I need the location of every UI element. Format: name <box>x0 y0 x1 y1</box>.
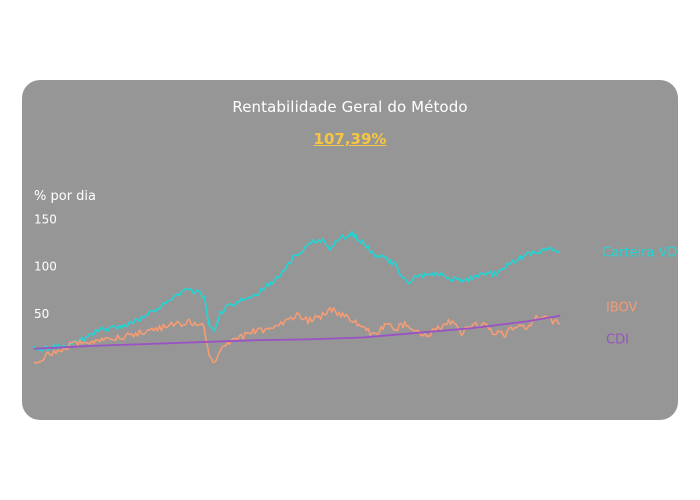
line-chart: % por dia 150 100 50 Carteira VDI IBOV CDI <box>33 189 678 364</box>
y-axis-label: % por dia <box>34 189 96 204</box>
series-label-cdi: CDI <box>606 332 629 347</box>
total-return-value: 107,39% <box>313 130 387 148</box>
series-line-carteira-vdi <box>33 230 561 352</box>
chart-title: Rentabilidade Geral do Método <box>232 98 468 116</box>
series-line-cdi <box>33 314 561 350</box>
series-label-carteira-vdi: Carteira VDI <box>602 246 678 261</box>
y-tick-label: 100 <box>34 260 57 274</box>
y-tick-label: 150 <box>34 212 57 226</box>
chart-card: Rentabilidade Geral do Método 107,39% % … <box>22 80 678 420</box>
y-tick-label: 50 <box>34 307 49 321</box>
series-label-ibov: IBOV <box>606 300 638 315</box>
series-line-ibov <box>33 306 561 364</box>
